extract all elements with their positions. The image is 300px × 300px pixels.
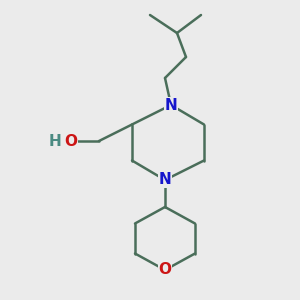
Text: N: N	[159, 172, 171, 188]
Text: H: H	[49, 134, 61, 148]
Text: O: O	[158, 262, 172, 278]
Text: O: O	[64, 134, 77, 148]
Text: N: N	[165, 98, 177, 112]
